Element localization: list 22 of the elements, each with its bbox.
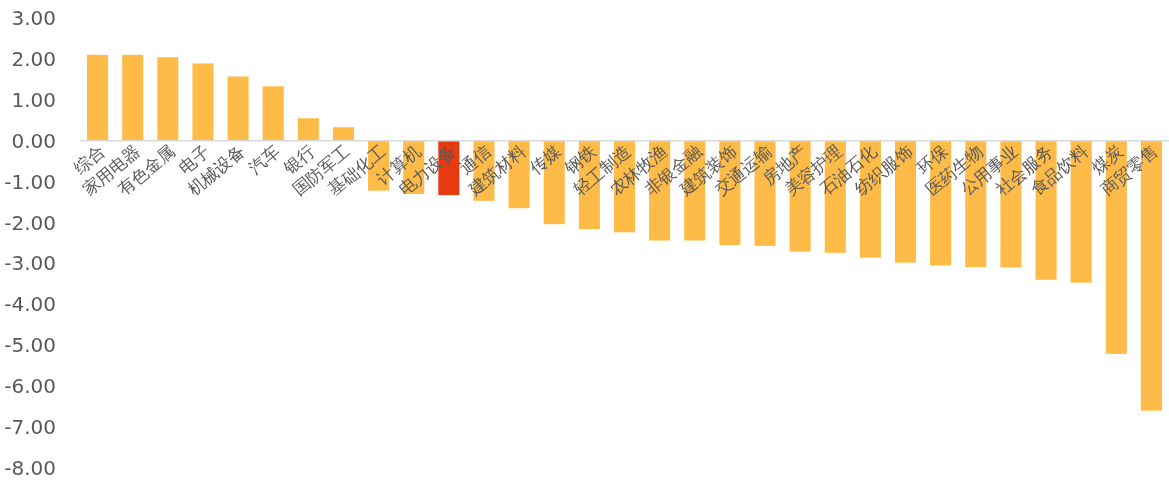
x-tick-label: 传媒: [525, 140, 565, 178]
y-tick-label: -5.00: [4, 333, 56, 358]
y-tick-label: -8.00: [4, 456, 56, 480]
bar: [87, 54, 109, 141]
bar: [332, 127, 355, 141]
y-tick-label: -1.00: [4, 169, 56, 194]
y-tick-label: -4.00: [4, 292, 56, 317]
y-tick-label: 1.00: [11, 87, 56, 112]
bar: [297, 118, 319, 141]
bar: [262, 86, 284, 141]
y-tick-label: -2.00: [4, 210, 56, 235]
bar: [122, 54, 144, 141]
y-tick-label: -6.00: [4, 374, 56, 399]
bar: [227, 76, 249, 141]
bar: [192, 63, 214, 141]
x-tick-label: 汽车: [244, 140, 284, 178]
y-tick-label: 2.00: [11, 46, 56, 71]
y-tick-label: -3.00: [4, 251, 56, 276]
y-tick-label: -7.00: [4, 415, 56, 440]
bar: [157, 57, 179, 141]
y-tick-label: 3.00: [11, 6, 56, 30]
y-tick-label: 0.00: [11, 128, 56, 153]
